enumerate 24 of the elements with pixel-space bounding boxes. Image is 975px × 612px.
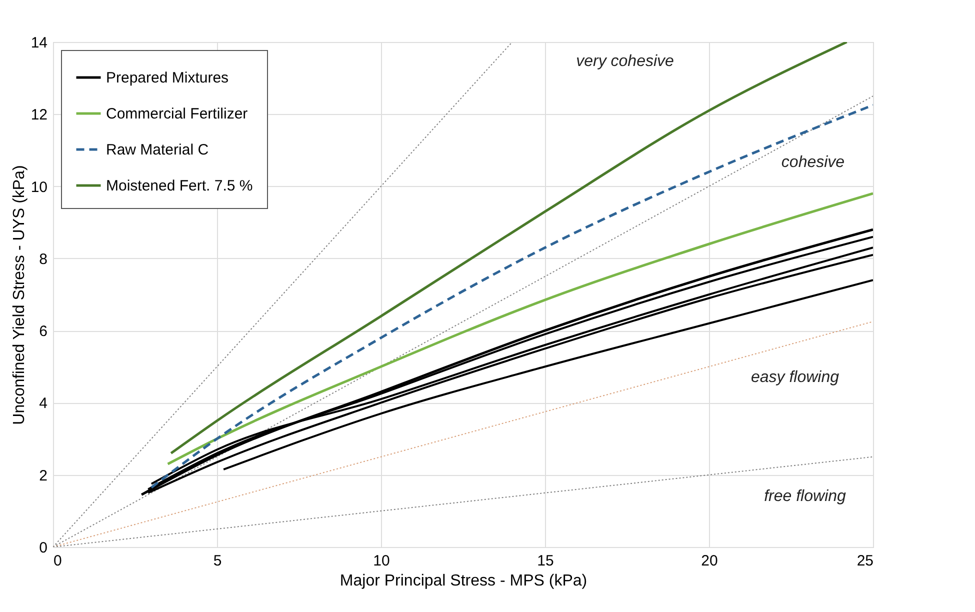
annotation: cohesive <box>781 154 845 171</box>
y-tick-label: 0 <box>39 540 48 556</box>
y-tick-label: 8 <box>39 250 48 268</box>
legend-label: Raw Material C <box>106 142 209 158</box>
annotation: free flowing <box>764 488 846 505</box>
y-tick-label: 4 <box>39 395 48 412</box>
legend-label: Moistened Fert. 7.5 % <box>106 178 253 194</box>
x-tick-label: 20 <box>701 552 718 570</box>
y-tick-label: 10 <box>30 178 48 196</box>
annotation: very cohesive <box>576 53 674 70</box>
legend-label: Prepared Mixtures <box>106 70 229 86</box>
y-tick-label: 14 <box>30 34 48 52</box>
y-tick-label: 2 <box>39 467 48 484</box>
y-tick-label: 12 <box>30 106 48 124</box>
x-tick-label: 5 <box>213 552 222 570</box>
y-tick-label: 6 <box>39 323 48 340</box>
x-tick-label: 15 <box>537 552 554 570</box>
x-axis-title: Major Principal Stress - MPS (kPa) <box>340 572 588 590</box>
y-axis-title: Unconfined Yield Stress - UYS (kPa) <box>10 165 28 425</box>
x-tick-label: 0 <box>54 552 62 570</box>
x-tick-label: 25 <box>856 552 874 570</box>
legend-label: Commercial Fertilizer <box>106 106 248 122</box>
annotation: easy flowing <box>750 369 840 386</box>
x-tick-label: 10 <box>373 552 390 570</box>
